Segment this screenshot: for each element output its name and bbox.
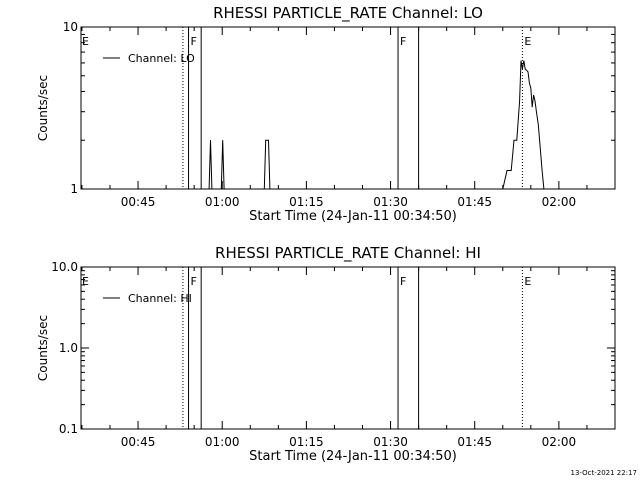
x-axis-label: Start Time (24-Jan-11 00:34:50) [249, 449, 457, 464]
x-tick-label: 00:45 [121, 435, 156, 449]
plot-area [182, 267, 523, 429]
y-tick-label: 0.1 [59, 422, 78, 436]
x-tick-label: 01:00 [205, 195, 240, 209]
legend-label: Channel: HI [128, 292, 192, 305]
panel-hi: RHESSI PARTICLE_RATE Channel: HI 0.1 1.0 10… [36, 244, 616, 464]
y-axis-label: Counts/sec [36, 75, 50, 141]
x-axis-label: Start Time (24-Jan-11 00:34:50) [249, 209, 457, 224]
x-tick-label: 01:45 [457, 435, 492, 449]
event-label: E [524, 35, 531, 48]
event-label: F [400, 35, 406, 48]
x-tick-label: 02:00 [542, 435, 577, 449]
timestamp: 13-Oct-2021 22:17 [571, 469, 637, 477]
edge-event-label: E [82, 275, 89, 288]
x-tick-label: 00:45 [121, 195, 156, 209]
y-tick-label: 10.0 [51, 260, 78, 274]
plot-area [182, 27, 545, 189]
x-tick-label: 01:15 [289, 195, 324, 209]
chart-title: RHESSI PARTICLE_RATE Channel: HI [215, 244, 481, 263]
event-label: F [191, 275, 197, 288]
y-axis-label: Counts/sec [36, 315, 50, 381]
chart-title: RHESSI PARTICLE_RATE Channel: LO [213, 4, 483, 23]
panel-lo: RHESSI PARTICLE_RATE Channel: LO 1 10 Count… [36, 4, 616, 224]
x-tick-label: 01:30 [373, 435, 408, 449]
series-line [206, 60, 545, 189]
x-tick-label: 01:00 [205, 435, 240, 449]
event-label: F [400, 275, 406, 288]
x-tick-label: 02:00 [542, 195, 577, 209]
event-label: E [524, 275, 531, 288]
x-tick-label: 01:45 [457, 195, 492, 209]
y-tick-label: 10 [63, 20, 78, 34]
y-tick-label: 1 [70, 182, 78, 196]
edge-event-label: E [82, 35, 89, 48]
x-tick-label: 01:15 [289, 435, 324, 449]
event-label: F [191, 35, 197, 48]
x-tick-label: 01:30 [373, 195, 408, 209]
y-tick-label: 1.0 [59, 341, 78, 355]
legend-label: Channel: LO [128, 52, 195, 65]
